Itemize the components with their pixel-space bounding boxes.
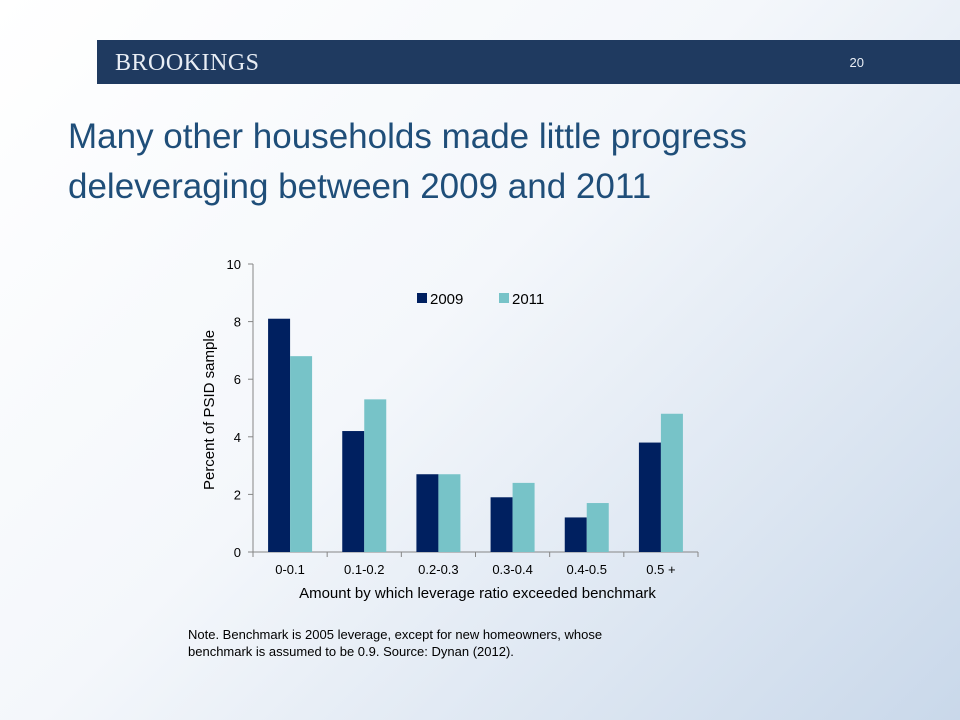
slide-title-line-2: deleveraging between 2009 and 2011 — [68, 167, 652, 206]
bar-2011-5 — [586, 503, 609, 552]
legend-label-2011: 2011 — [512, 291, 544, 308]
y-tick-label: 6 — [234, 372, 241, 387]
bar-2011-2 — [364, 399, 387, 552]
y-tick-label: 10 — [227, 257, 241, 272]
bar-2009-5 — [564, 517, 587, 552]
bar-2011-3 — [438, 474, 461, 552]
y-tick-label: 4 — [234, 430, 241, 445]
brookings-logo: BROOKINGS — [115, 50, 260, 76]
y-tick-label: 8 — [234, 315, 241, 330]
x-tick-label: 0.2-0.3 — [418, 562, 458, 577]
y-tick-label: 0 — [234, 545, 241, 560]
bar-2011-1 — [290, 356, 313, 552]
header-banner: BROOKINGS 20 — [97, 40, 960, 84]
x-axis-title: Amount by which leverage ratio exceeded … — [299, 585, 656, 602]
bar-2009-2 — [342, 431, 365, 552]
bar-2009-3 — [416, 474, 439, 552]
x-tick-label: 0.5 + — [646, 562, 675, 577]
y-tick-label: 2 — [234, 487, 241, 502]
x-tick-label: 0.1-0.2 — [344, 562, 384, 577]
slide-number: 20 — [849, 55, 864, 70]
slide-title-line-1: Many other households made little progre… — [68, 117, 747, 156]
x-tick-label: 0.3-0.4 — [492, 562, 532, 577]
bar-2009-1 — [268, 318, 291, 552]
bar-2009-4 — [490, 497, 513, 552]
legend-label-2009: 2009 — [430, 291, 463, 308]
bar-2009-6 — [638, 442, 661, 552]
chart-note-line-2: benchmark is assumed to be 0.9. Source: … — [188, 644, 514, 659]
x-tick-label: 0-0.1 — [275, 562, 305, 577]
legend-swatch-2009 — [417, 293, 427, 303]
slide-title: Many other households made little progre… — [68, 112, 928, 212]
legend-swatch-2011 — [499, 293, 509, 303]
x-tick-label: 0.4-0.5 — [567, 562, 607, 577]
bar-2011-4 — [512, 482, 535, 552]
y-axis-title: Percent of PSID sample — [201, 330, 218, 490]
bar-2011-6 — [660, 413, 683, 552]
chart-note-line-1: Note. Benchmark is 2005 leverage, except… — [188, 627, 603, 642]
chart-note: Note. Benchmark is 2005 leverage, except… — [188, 626, 748, 660]
